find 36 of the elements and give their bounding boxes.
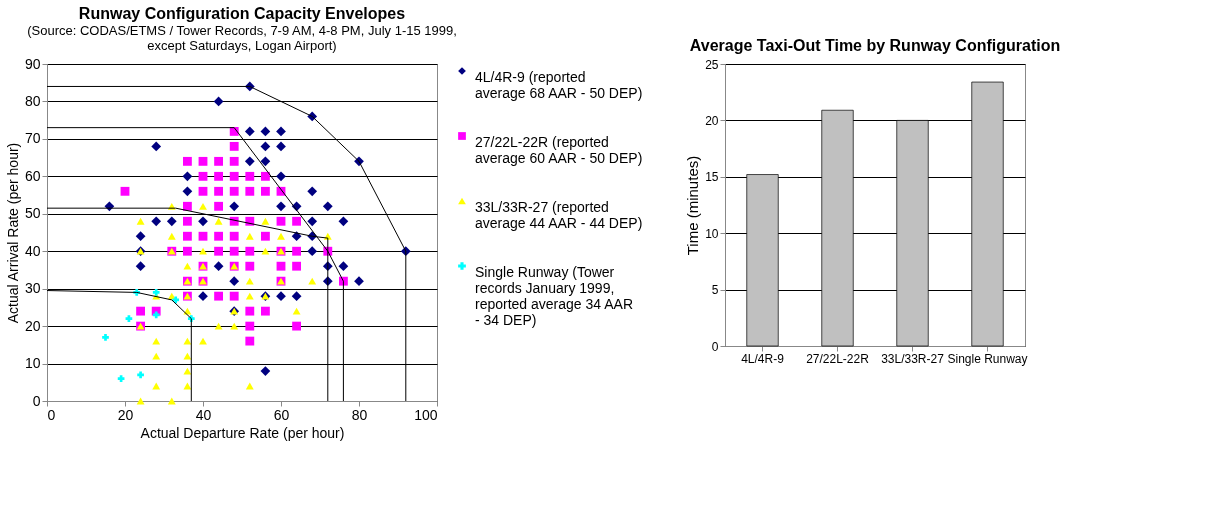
y-tick-label: 5: [711, 283, 719, 298]
x-tick-label: 60: [273, 406, 290, 423]
y-axis-title: Actual Arrival Rate (per hour): [4, 142, 21, 324]
y-tick-label: 60: [24, 167, 41, 184]
x-tick-label: 20: [117, 406, 134, 423]
y-tick-label: 15: [705, 170, 719, 185]
y-tick-label: 20: [24, 317, 41, 334]
chart-title: Runway Configuration Capacity Envelopes: [78, 5, 406, 22]
y-tick-label: 80: [24, 92, 41, 109]
x-tick-label: Single Runway: [947, 351, 1028, 366]
legend-label: 4L/4R-9 (reported average 68 AAR - 50 DEP): [475, 69, 643, 101]
x-tick-label: 33L/33R-27: [881, 351, 945, 366]
x-tick-label: 27/22L-22R: [806, 351, 870, 366]
legend-label: Single Runway (Tower records January 1999, reported average 34 AAR - 34 DEP): [475, 264, 633, 328]
chart-title: Average Taxi-Out Time by Runway Configuration: [689, 37, 1061, 54]
chart-subtitle: (Source: CODAS/ETMS / Tower Records, 7-9 AM, 4-8 PM, July 1-15 1999, except Saturdays, Logan Airport): [27, 23, 457, 53]
legend-label: 27/22L-22R (reported average 60 AAR - 50 DEP): [475, 134, 643, 166]
y-tick-label: 20: [705, 113, 719, 128]
y-tick-label: 10: [705, 226, 719, 241]
y-axis-title: Time (minutes): [684, 155, 702, 256]
x-tick-label: 40: [195, 406, 212, 423]
x-tick-label: 0: [47, 406, 56, 423]
legend-label: 33L/33R-27 (reported average 44 AAR - 44 DEP): [475, 199, 643, 231]
x-axis-title: Actual Departure Rate (per hour): [140, 424, 345, 441]
x-tick-label: 80: [351, 406, 368, 423]
y-tick-label: 40: [24, 242, 41, 259]
y-tick-label: 0: [32, 392, 41, 409]
y-tick-label: 90: [24, 55, 41, 72]
x-tick-label: 100: [414, 406, 438, 423]
y-tick-label: 50: [24, 205, 41, 222]
y-tick-label: 0: [711, 339, 719, 354]
y-tick-label: 25: [705, 57, 719, 72]
y-tick-label: 70: [24, 130, 41, 147]
y-tick-label: 30: [24, 280, 41, 297]
y-tick-label: 10: [24, 355, 41, 372]
x-tick-label: 4L/4R-9: [741, 351, 785, 366]
